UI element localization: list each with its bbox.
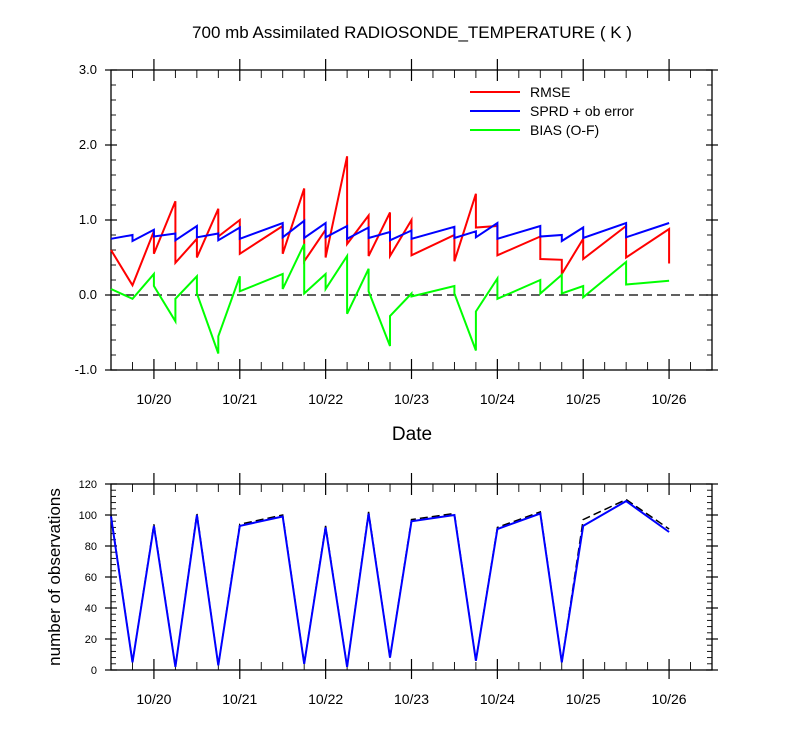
figure: 700 mb Assimilated RADIOSONDE_TEMPERATUR… [0, 0, 800, 750]
y-tick-label: 80 [85, 541, 97, 553]
x-tick-label: 10/23 [394, 391, 429, 407]
legend-label: RMSE [530, 84, 570, 100]
series-line-used [111, 501, 669, 667]
x-tick-label: 10/21 [222, 691, 257, 707]
x-tick-label: 10/22 [308, 691, 343, 707]
y-tick-label: 3.0 [79, 62, 97, 77]
y-tick-label: 0.0 [79, 287, 97, 302]
x-tick-label: 10/26 [652, 391, 687, 407]
x-tick-label: 10/20 [136, 391, 171, 407]
y-tick-label: 0 [91, 665, 97, 677]
y-tick-label: 2.0 [79, 137, 97, 152]
series-line-rmse [111, 156, 669, 285]
y-axis-label: number of observations [45, 488, 64, 666]
y-tick-label: 120 [79, 479, 97, 491]
x-tick-label: 10/24 [480, 391, 515, 407]
x-tick-label: 10/26 [652, 691, 687, 707]
legend-label: SPRD + ob error [530, 103, 634, 119]
y-tick-label: 1.0 [79, 212, 97, 227]
observations-chart: 0 20 40 60 80 100 120 10/20 10/21 10/22 10/23 10/24… [45, 473, 718, 707]
x-axis-label: Date [392, 424, 432, 445]
x-tick-label: 10/21 [222, 391, 257, 407]
legend-label: BIAS (O-F) [530, 122, 599, 138]
rmse-bias-chart: 700 mb Assimilated RADIOSONDE_TEMPERATUR… [75, 23, 718, 445]
x-tick-label: 10/25 [566, 691, 601, 707]
y-tick-label: -1.0 [75, 362, 97, 377]
y-tick-label: 100 [79, 510, 97, 522]
chart-title: 700 mb Assimilated RADIOSONDE_TEMPERATUR… [192, 23, 632, 42]
x-tick-label: 10/23 [394, 691, 429, 707]
legend: RMSE SPRD + ob error BIAS (O-F) [470, 84, 634, 138]
bottom-plot-area: 0 20 40 60 80 100 120 10/20 10/21 10/22 10/23 10/24… [79, 473, 718, 707]
series-line-bias-o-f [111, 244, 669, 354]
x-tick-label: 10/25 [566, 391, 601, 407]
plot-frame [111, 484, 712, 670]
y-tick-label: 40 [85, 603, 97, 615]
x-tick-label: 10/22 [308, 391, 343, 407]
x-tick-label: 10/20 [136, 691, 171, 707]
x-tick-label: 10/24 [480, 691, 515, 707]
y-tick-label: 60 [85, 572, 97, 584]
y-tick-label: 20 [85, 634, 97, 646]
